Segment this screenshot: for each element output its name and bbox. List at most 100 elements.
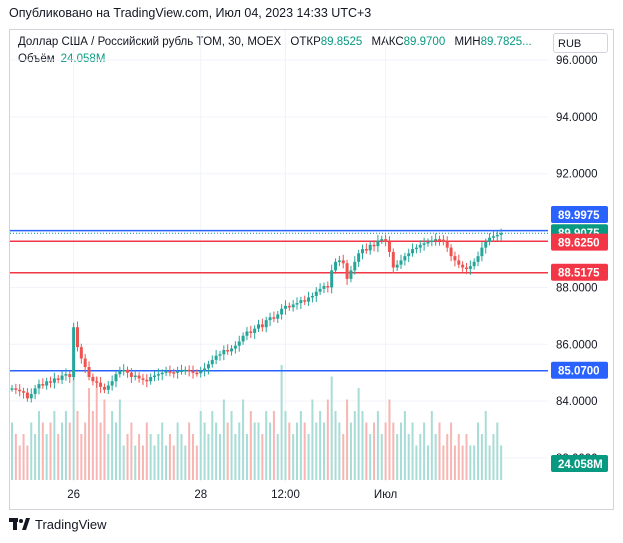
volume-bar (430, 411, 433, 480)
candle-body (291, 304, 295, 308)
volume-bar (369, 434, 372, 480)
volume-bar (107, 434, 110, 480)
volume-bar (238, 422, 241, 480)
volume-bar (95, 376, 98, 480)
candle-body (222, 349, 226, 355)
y-tick-label: 96.0000 (556, 55, 598, 67)
candle-body (176, 371, 180, 373)
candle-body (495, 234, 499, 237)
candle-body (141, 378, 145, 380)
candle-body (191, 371, 195, 373)
volume-bar (184, 445, 187, 480)
volume-bar (453, 445, 456, 480)
volume-bar (253, 422, 256, 480)
volume-bar (45, 434, 48, 480)
candle-body (445, 241, 449, 248)
volume-bar (346, 399, 349, 480)
volume-bar (14, 434, 17, 480)
candle-body (337, 260, 341, 262)
candle-body (29, 394, 33, 399)
price-badge (551, 206, 608, 224)
low-label: МИН (454, 36, 481, 48)
candle-body (353, 261, 357, 271)
candle-body (164, 371, 168, 373)
volume-bar (500, 445, 503, 480)
symbol-title[interactable]: Доллар США / Российский рубль TOM, 30, M… (18, 36, 282, 48)
candle-body (264, 320, 268, 328)
volume-legend: Объём 24.058M (18, 53, 105, 65)
volume-bar (407, 434, 410, 480)
candle-body (64, 374, 68, 376)
volume-bar (315, 422, 318, 480)
volume-bar (53, 411, 56, 480)
candle-body (218, 354, 222, 356)
volume-bar (299, 411, 302, 480)
candle-body (260, 324, 264, 328)
volume-bar (423, 422, 426, 480)
candle-body (499, 233, 503, 235)
volume-bar (91, 411, 94, 480)
volume-bar (172, 445, 175, 480)
volume-bar (388, 399, 391, 480)
footer-brand-label: TradingView (35, 517, 107, 532)
candle-body (414, 247, 418, 250)
volume-bar (384, 422, 387, 480)
candle-body (52, 378, 56, 383)
candle-body (195, 372, 199, 375)
price-badge (551, 361, 608, 379)
volume-bar (492, 434, 495, 480)
currency-button[interactable]: RUB (553, 33, 608, 53)
candle-body (357, 253, 361, 262)
volume-bar (76, 411, 79, 480)
volume-label[interactable]: Объём (18, 53, 55, 65)
candle-body (372, 244, 376, 247)
volume-bar (330, 376, 333, 480)
volume-bar (161, 422, 164, 480)
volume-bar (276, 434, 279, 480)
candle-body (56, 378, 60, 380)
volume-bar (461, 445, 464, 480)
volume-bar (49, 422, 52, 480)
volume-bar (30, 422, 33, 480)
y-tick-label: 84.0000 (556, 396, 598, 408)
candle-body (307, 297, 311, 302)
candle-body (384, 239, 388, 242)
open-label: ОТКР (290, 36, 321, 48)
price-badge-label: 89.9975 (558, 210, 600, 222)
volume-bar (326, 399, 329, 480)
volume-bar (199, 411, 202, 480)
candle-body (253, 328, 257, 333)
volume-badge (551, 455, 608, 472)
volume-bar (118, 399, 121, 480)
candle-body (399, 260, 403, 265)
volume-bar (457, 434, 460, 480)
volume-bar (64, 411, 67, 480)
volume-bar (165, 445, 168, 480)
candle-body (468, 266, 472, 269)
candle-body (203, 368, 207, 372)
candle-body (411, 249, 415, 254)
candle-body (407, 253, 411, 257)
volume-bar (26, 445, 29, 480)
volume-bar (469, 445, 472, 480)
candle-body (484, 241, 488, 248)
candle-body (114, 374, 118, 382)
volume-bar (426, 445, 429, 480)
candle-body (326, 286, 330, 288)
volume-bar (403, 411, 406, 480)
candle-body (18, 389, 22, 392)
candle-body (106, 385, 110, 390)
candle-body (172, 372, 176, 374)
candle-body (257, 324, 260, 329)
y-tick-label: 86.0000 (556, 339, 598, 351)
volume-bar (319, 411, 322, 480)
y-tick-label: 92.0000 (556, 169, 598, 181)
volume-badge-label: 24.058M (558, 459, 603, 471)
volume-bar (138, 434, 141, 480)
candle-body (79, 347, 83, 359)
candle-body (145, 379, 149, 382)
volume-bar (157, 434, 160, 480)
volume-bar (130, 422, 133, 480)
candle-body (133, 375, 137, 378)
